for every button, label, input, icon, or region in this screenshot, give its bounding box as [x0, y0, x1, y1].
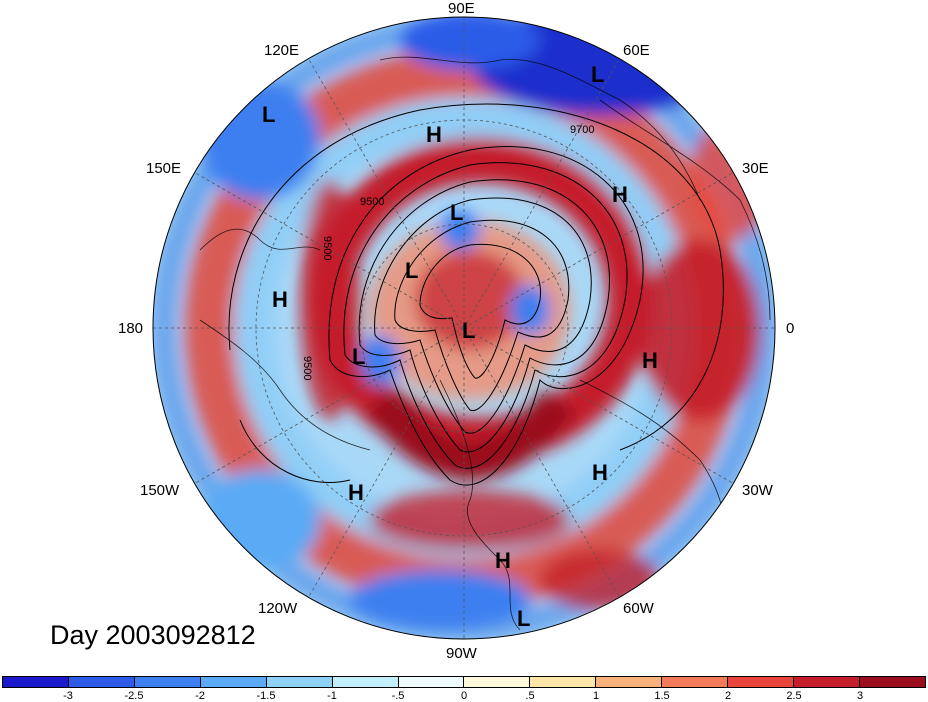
pressure-center-low: L [352, 344, 366, 369]
colorbar-segment [3, 677, 69, 687]
lon-label-0: 0 [786, 320, 795, 337]
lon-label-30e: 30E [742, 160, 769, 177]
lon-label-180: 180 [118, 320, 144, 337]
pressure-center-low: L [262, 102, 276, 127]
colorbar-segment [68, 677, 135, 687]
colorbar-segment [398, 677, 465, 687]
lon-label-30w: 30W [742, 482, 773, 499]
pressure-center-high: H [495, 548, 511, 573]
colorbar-segment [332, 677, 399, 687]
day-label: Day 2003092812 [50, 620, 256, 650]
colorbar [2, 676, 926, 688]
lon-label-90e: 90E [448, 0, 475, 17]
colorbar-tick-label: 3 [856, 690, 864, 702]
colorbar-segment [596, 677, 663, 687]
lon-label-120w: 120W [258, 600, 298, 617]
pressure-center-low: L [462, 318, 476, 343]
colorbar-segment [728, 677, 795, 687]
contour-label: 9500 [301, 356, 313, 380]
colorbar-tick-label: -1.5 [256, 690, 276, 702]
colorbar-tick-label: 2.5 [786, 690, 802, 702]
colorbar-tick-label: -.5 [391, 690, 405, 702]
lon-label-60e: 60E [623, 42, 650, 59]
colorbar-segment [200, 677, 267, 687]
pressure-center-high: H [348, 480, 364, 505]
colorbar-tick-label: -1 [327, 690, 337, 702]
lon-label-60w: 60W [623, 600, 654, 617]
colorbar-segment [859, 677, 925, 687]
colorbar-tick-label: -2 [195, 690, 205, 702]
colorbar-segment [266, 677, 333, 687]
colorbar-segment [662, 677, 729, 687]
pressure-center-low: L [517, 606, 531, 631]
contour-label: 9500 [321, 236, 333, 260]
colorbar-tick-label: -3 [63, 690, 73, 702]
contour-label: 9700 [570, 124, 594, 136]
lon-label-150w: 150W [140, 482, 180, 499]
colorbar-tick-label: 1.5 [654, 690, 670, 702]
colorbar-tick-label: -2.5 [124, 690, 144, 702]
colorbar-segment [464, 677, 531, 687]
pressure-center-high: H [272, 287, 288, 312]
lon-label-150e: 150E [146, 160, 182, 177]
pressure-center-high: H [642, 348, 658, 373]
colorbar-tick-label: 0 [460, 690, 468, 702]
colorbar-segment [530, 677, 597, 687]
pressure-center-high: H [592, 460, 608, 485]
pressure-center-high: H [426, 122, 442, 147]
contour-label: 9500 [360, 196, 384, 208]
pressure-center-high: H [612, 182, 628, 207]
pressure-center-low: L [450, 200, 464, 225]
lon-label-90w: 90W [446, 645, 477, 662]
graticule [153, 17, 775, 639]
colorbar-tick-label: 1 [592, 690, 600, 702]
colorbar-tick-label: .5 [525, 690, 535, 702]
coastlines [199, 56, 771, 631]
colorbar-segment [794, 677, 860, 687]
colorbar-segment [134, 677, 201, 687]
pressure-center-low: L [405, 258, 419, 283]
pressure-center-low: L [591, 62, 605, 87]
colorbar-tick-label: 2 [724, 690, 732, 702]
map-boundary [152, 16, 776, 640]
lon-label-120e: 120E [264, 42, 300, 59]
